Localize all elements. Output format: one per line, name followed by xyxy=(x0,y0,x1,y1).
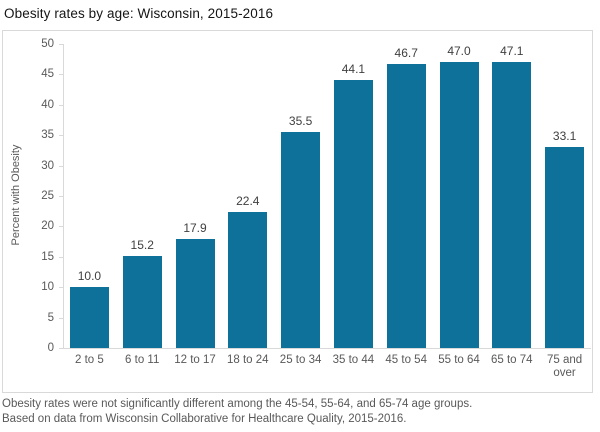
x-category-label: 6 to 11 xyxy=(125,354,160,366)
bar xyxy=(281,132,321,348)
y-axis-tick xyxy=(59,348,63,349)
bar xyxy=(545,146,585,348)
y-tick-label: 50 xyxy=(41,38,54,50)
footnote-line-1: Obesity rates were not significantly dif… xyxy=(2,398,473,410)
y-axis-tick xyxy=(59,44,63,45)
bar-value-label: 46.7 xyxy=(394,46,418,61)
x-category-label: 35 to 44 xyxy=(332,354,375,366)
bar xyxy=(439,62,479,348)
y-tick-label: 40 xyxy=(41,98,54,111)
y-axis-tick xyxy=(59,165,63,167)
chart-title: Obesity rates by age: Wisconsin, 2015-20… xyxy=(4,6,274,21)
y-tick-label: 10 xyxy=(41,281,54,294)
x-category-label: 25 to 34 xyxy=(279,354,322,366)
y-axis-tick xyxy=(59,74,63,76)
y-axis-tick xyxy=(59,287,63,289)
bar-value-label: 47.1 xyxy=(500,43,524,58)
y-axis-line xyxy=(63,44,64,348)
y-tick-label: 20 xyxy=(41,220,54,233)
y-tick-label: 25 xyxy=(41,190,54,202)
bar-value-label: 15.2 xyxy=(130,237,154,252)
y-tick-label: 5 xyxy=(47,311,54,324)
y-axis-tick xyxy=(59,256,63,258)
x-category-label: 18 to 24 xyxy=(227,354,269,366)
x-category-label: 2 to 5 xyxy=(75,354,104,366)
y-tick-label: 45 xyxy=(41,68,54,81)
x-category-label: 55 to 64 xyxy=(438,354,480,366)
y-axis-title: Percent with Obesity xyxy=(10,144,22,246)
x-category-label: 75 and over xyxy=(546,354,583,379)
chart-footnotes: Obesity rates were not significantly dif… xyxy=(2,397,472,427)
bar-value-label: 17.9 xyxy=(183,221,207,236)
y-tick-label: 15 xyxy=(41,250,54,263)
y-axis-tick xyxy=(59,104,63,106)
y-axis-tick xyxy=(59,135,63,137)
chart-plot-container: 0 5 10 15 20 25 30 35 40 45 50 Percent with Obesity… xyxy=(2,30,593,393)
bar xyxy=(228,211,268,348)
x-axis-line xyxy=(63,348,591,349)
y-tick-label: 0 xyxy=(47,342,54,354)
bar-value-label: 33.1 xyxy=(552,128,577,143)
bar xyxy=(122,255,162,348)
bar xyxy=(492,61,532,348)
bar xyxy=(69,287,109,348)
bar-value-label: 44.1 xyxy=(341,61,366,76)
y-tick-label: 30 xyxy=(41,159,54,172)
x-category-label: 65 to 74 xyxy=(491,354,533,366)
y-axis-tick xyxy=(59,196,63,197)
bar xyxy=(386,64,426,348)
bar-value-label: 47.0 xyxy=(447,44,471,59)
y-tick-label: 35 xyxy=(41,129,54,142)
bar xyxy=(175,239,215,348)
bar-value-label: 35.5 xyxy=(288,114,313,129)
footnote-line-2: Based on data from Wisconsin Collaborati… xyxy=(2,413,407,425)
y-axis-tick xyxy=(59,317,63,319)
x-category-label: 45 to 54 xyxy=(385,354,427,366)
y-axis-tick xyxy=(59,226,63,228)
bar-value-label: 10.0 xyxy=(77,269,102,284)
bar-value-label: 22.4 xyxy=(236,193,260,208)
x-category-label: 12 to 17 xyxy=(174,354,216,366)
plot-area: 0 5 10 15 20 25 30 35 40 45 50 Percent with Obesity… xyxy=(3,31,592,392)
bar xyxy=(333,79,373,348)
